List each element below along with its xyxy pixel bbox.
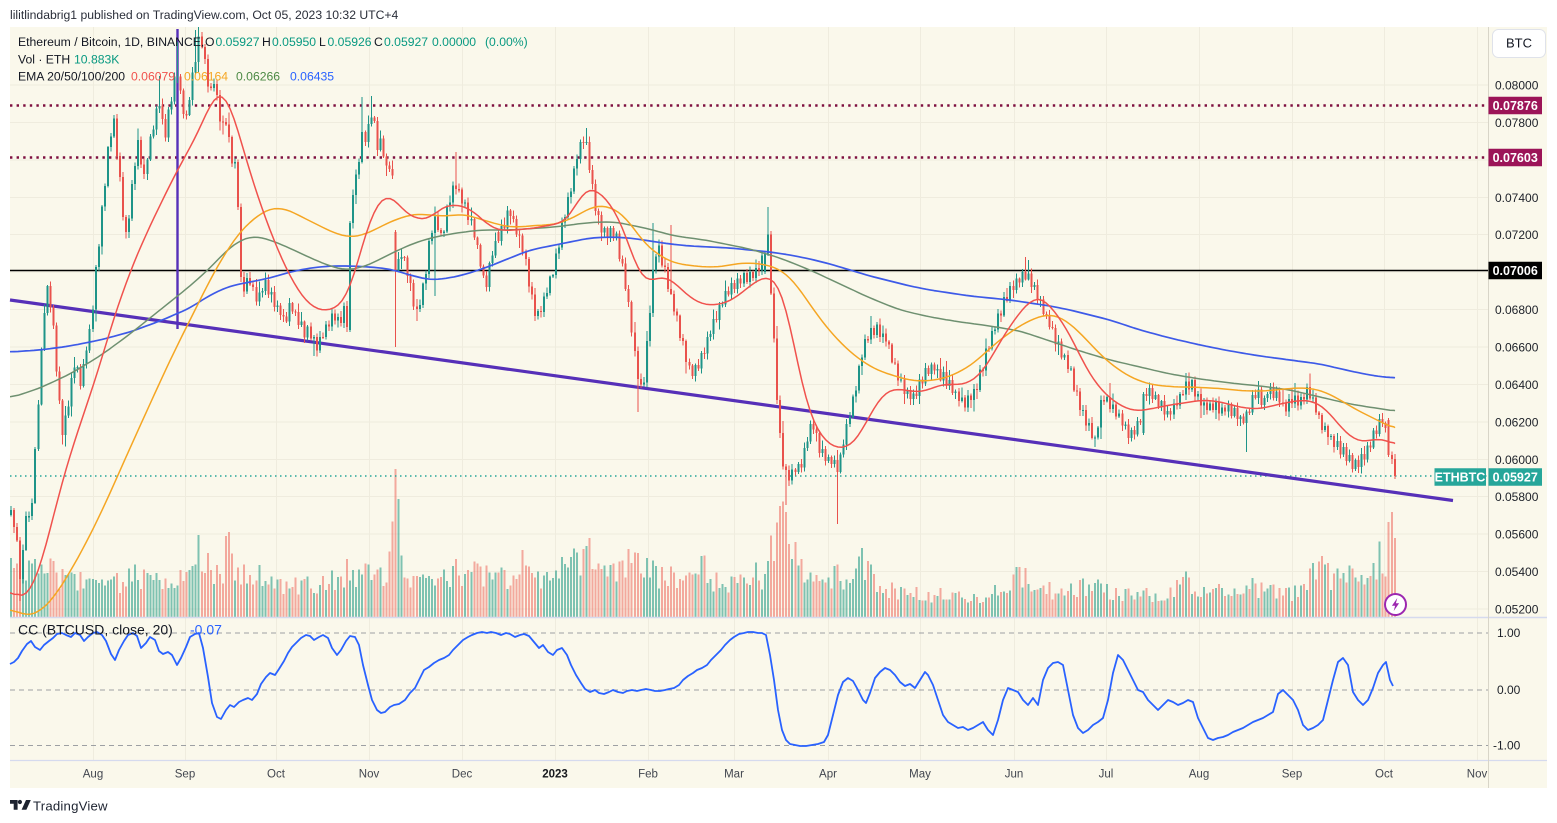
- svg-text:Aug: Aug: [1189, 769, 1209, 781]
- svg-text:Sep: Sep: [175, 769, 195, 781]
- svg-text:0.06000: 0.06000: [1495, 453, 1539, 467]
- svg-text:Jul: Jul: [1099, 769, 1114, 781]
- svg-text:May: May: [909, 769, 931, 781]
- svg-text:0.05400: 0.05400: [1495, 565, 1539, 579]
- svg-text:0.08000: 0.08000: [1495, 79, 1539, 93]
- svg-text:2023: 2023: [542, 769, 568, 781]
- svg-text:0.06200: 0.06200: [1495, 415, 1539, 429]
- svg-text:0.06600: 0.06600: [1495, 341, 1539, 355]
- svg-text:0.07400: 0.07400: [1495, 191, 1539, 205]
- svg-text:0.07006: 0.07006: [1493, 264, 1538, 278]
- svg-text:0.06400: 0.06400: [1495, 378, 1539, 392]
- svg-text:0.07200: 0.07200: [1495, 228, 1539, 242]
- svg-text:Jun: Jun: [1005, 769, 1024, 781]
- svg-text:Feb: Feb: [638, 769, 658, 781]
- svg-text:ETHBTC: ETHBTC: [1435, 470, 1486, 484]
- svg-text:0.05800: 0.05800: [1495, 490, 1539, 504]
- svg-text:0.05600: 0.05600: [1495, 528, 1539, 542]
- svg-text:0.07800: 0.07800: [1495, 116, 1539, 130]
- svg-text:-1.00: -1.00: [1493, 739, 1521, 753]
- svg-text:Dec: Dec: [452, 769, 473, 781]
- svg-text:Oct: Oct: [267, 769, 286, 781]
- svg-text:BTC: BTC: [1506, 36, 1532, 51]
- svg-text:0.00: 0.00: [1497, 683, 1521, 697]
- svg-text:0.05200: 0.05200: [1495, 603, 1539, 617]
- svg-text:Apr: Apr: [819, 769, 837, 781]
- svg-text:0.05927: 0.05927: [1493, 470, 1538, 484]
- svg-text:Ethereum / Bitcoin, 1D, BINANC: Ethereum / Bitcoin, 1D, BINANCE,O0.05927…: [18, 35, 528, 49]
- svg-text:Aug: Aug: [83, 769, 103, 781]
- svg-text:Nov: Nov: [359, 769, 380, 781]
- svg-text:Mar: Mar: [724, 769, 744, 781]
- svg-text:CC (BTCUSD, close, 20)-0.07: CC (BTCUSD, close, 20) -0.07: [18, 622, 222, 638]
- svg-text:0.07603: 0.07603: [1493, 151, 1538, 165]
- svg-text:1.00: 1.00: [1497, 626, 1521, 640]
- svg-text:lilitlindabrig1 published on T: lilitlindabrig1 published on TradingView…: [10, 8, 399, 22]
- svg-text:Nov: Nov: [1467, 769, 1488, 781]
- svg-text:0.07876: 0.07876: [1493, 99, 1538, 113]
- svg-text:TradingView: TradingView: [33, 799, 108, 814]
- svg-text:Sep: Sep: [1282, 769, 1302, 781]
- svg-text:0.06800: 0.06800: [1495, 303, 1539, 317]
- svg-text:Oct: Oct: [1375, 769, 1394, 781]
